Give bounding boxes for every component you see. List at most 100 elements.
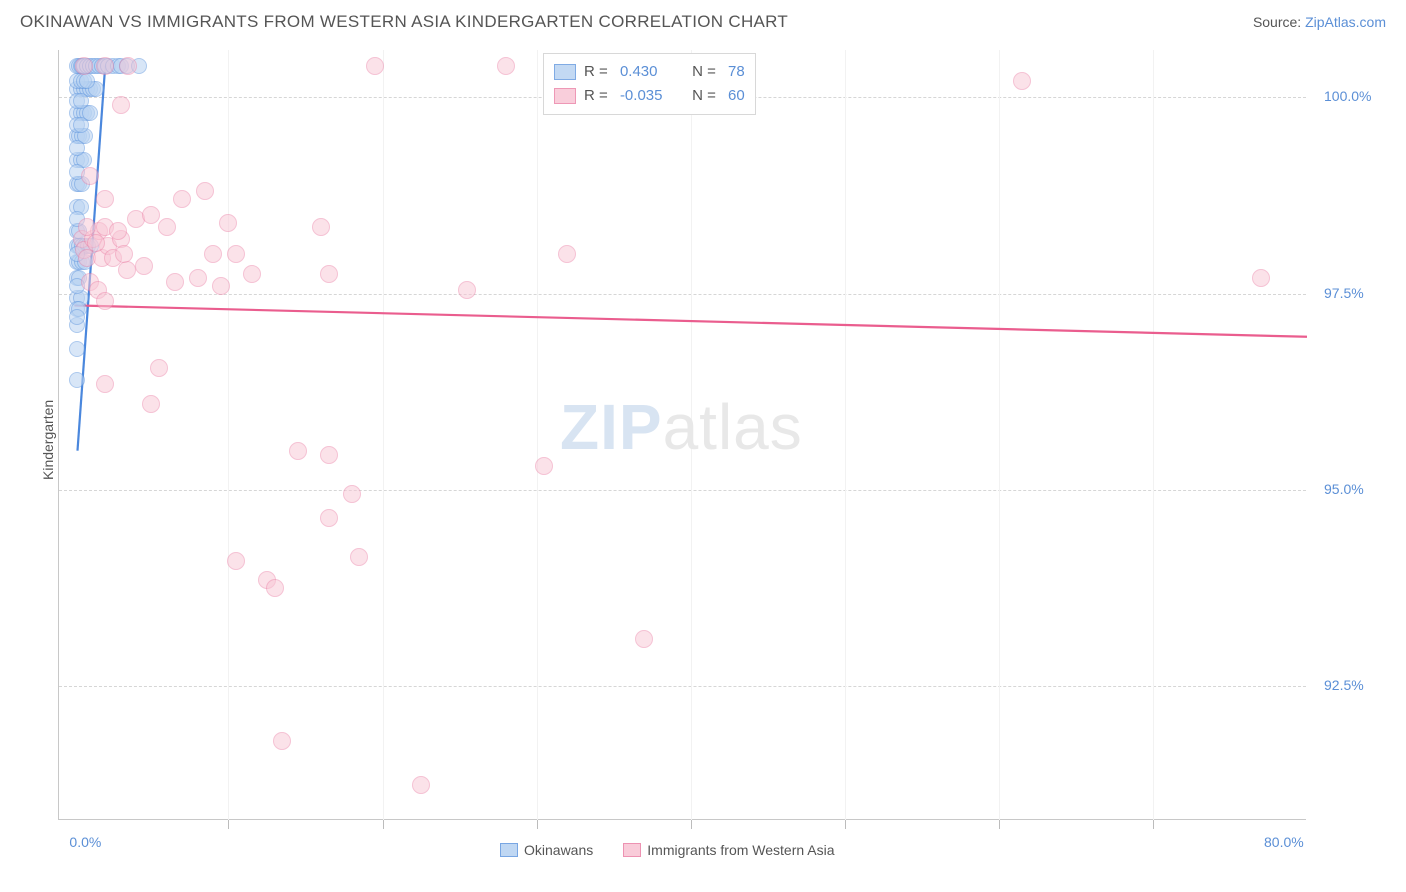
point-western-asia	[227, 552, 245, 570]
point-okinawans	[73, 117, 89, 133]
legend-bottom: Okinawans Immigrants from Western Asia	[500, 842, 835, 858]
x-minor-tick	[383, 819, 384, 829]
y-axis-label: Kindergarten	[40, 400, 56, 480]
x-minor-tick	[228, 819, 229, 829]
point-western-asia	[196, 182, 214, 200]
point-western-asia	[558, 245, 576, 263]
point-western-asia	[320, 509, 338, 527]
stat-r-label: R =	[584, 60, 612, 84]
point-okinawans	[69, 372, 85, 388]
point-western-asia	[266, 579, 284, 597]
stat-n-label: N =	[688, 60, 720, 84]
point-western-asia	[273, 732, 291, 750]
gridline-vertical	[999, 50, 1000, 820]
stat-r-value: -0.035	[620, 84, 680, 108]
legend-swatch	[623, 843, 641, 857]
stats-swatch	[554, 88, 576, 104]
point-western-asia	[320, 265, 338, 283]
x-minor-tick	[691, 819, 692, 829]
point-western-asia	[75, 57, 93, 75]
point-western-asia	[96, 190, 114, 208]
point-western-asia	[1252, 269, 1270, 287]
point-western-asia	[219, 214, 237, 232]
legend-label: Immigrants from Western Asia	[647, 842, 834, 858]
x-tick-label: 0.0%	[69, 834, 101, 850]
regression-lines	[59, 50, 1307, 820]
point-western-asia	[212, 277, 230, 295]
point-okinawans	[69, 309, 85, 325]
point-western-asia	[158, 218, 176, 236]
legend-label: Okinawans	[524, 842, 593, 858]
stat-n-value: 60	[728, 84, 745, 108]
stat-r-label: R =	[584, 84, 612, 108]
chart-header: OKINAWAN VS IMMIGRANTS FROM WESTERN ASIA…	[0, 0, 1406, 40]
source-prefix: Source:	[1253, 14, 1305, 30]
point-okinawans	[73, 93, 89, 109]
point-western-asia	[96, 57, 114, 75]
source-attribution: Source: ZipAtlas.com	[1253, 14, 1386, 30]
scatter-plot-area	[58, 50, 1306, 820]
point-western-asia	[150, 359, 168, 377]
gridline-vertical	[383, 50, 384, 820]
point-western-asia	[81, 167, 99, 185]
stats-row: R = -0.035 N = 60	[554, 84, 745, 108]
point-western-asia	[166, 273, 184, 291]
gridline-vertical	[691, 50, 692, 820]
stat-r-value: 0.430	[620, 60, 680, 84]
gridline-vertical	[537, 50, 538, 820]
point-western-asia	[87, 234, 105, 252]
point-western-asia	[112, 96, 130, 114]
point-western-asia	[118, 261, 136, 279]
point-western-asia	[227, 245, 245, 263]
point-okinawans	[69, 140, 85, 156]
gridline-horizontal	[59, 686, 1306, 687]
point-western-asia	[458, 281, 476, 299]
point-western-asia	[350, 548, 368, 566]
point-western-asia	[497, 57, 515, 75]
point-western-asia	[189, 269, 207, 287]
x-minor-tick	[845, 819, 846, 829]
y-tick-label: 92.5%	[1324, 677, 1364, 693]
y-tick-label: 100.0%	[1324, 88, 1371, 104]
point-western-asia	[635, 630, 653, 648]
stat-n-value: 78	[728, 60, 745, 84]
x-minor-tick	[537, 819, 538, 829]
point-okinawans	[79, 73, 95, 89]
point-western-asia	[1013, 72, 1031, 90]
point-western-asia	[243, 265, 261, 283]
x-minor-tick	[1153, 819, 1154, 829]
gridline-vertical	[845, 50, 846, 820]
stats-swatch	[554, 64, 576, 80]
point-western-asia	[119, 57, 137, 75]
source-link[interactable]: ZipAtlas.com	[1305, 14, 1386, 30]
point-western-asia	[135, 257, 153, 275]
point-western-asia	[142, 206, 160, 224]
x-minor-tick	[999, 819, 1000, 829]
point-western-asia	[96, 375, 114, 393]
gridline-horizontal	[59, 490, 1306, 491]
chart-title: OKINAWAN VS IMMIGRANTS FROM WESTERN ASIA…	[20, 12, 788, 32]
point-western-asia	[535, 457, 553, 475]
point-western-asia	[320, 446, 338, 464]
legend-item: Okinawans	[500, 842, 593, 858]
stats-row: R = 0.430 N = 78	[554, 60, 745, 84]
gridline-vertical	[1153, 50, 1154, 820]
y-tick-label: 95.0%	[1324, 481, 1364, 497]
point-western-asia	[366, 57, 384, 75]
gridline-horizontal	[59, 294, 1306, 295]
point-western-asia	[173, 190, 191, 208]
point-western-asia	[412, 776, 430, 794]
gridline-vertical	[228, 50, 229, 820]
point-western-asia	[115, 245, 133, 263]
legend-swatch	[500, 843, 518, 857]
point-western-asia	[312, 218, 330, 236]
y-tick-label: 97.5%	[1324, 285, 1364, 301]
point-western-asia	[96, 292, 114, 310]
point-western-asia	[109, 222, 127, 240]
x-tick-label: 80.0%	[1264, 834, 1304, 850]
point-western-asia	[289, 442, 307, 460]
point-western-asia	[142, 395, 160, 413]
legend-item: Immigrants from Western Asia	[623, 842, 834, 858]
point-western-asia	[204, 245, 222, 263]
correlation-stats-box: R = 0.430 N = 78R = -0.035 N = 60	[543, 53, 756, 115]
